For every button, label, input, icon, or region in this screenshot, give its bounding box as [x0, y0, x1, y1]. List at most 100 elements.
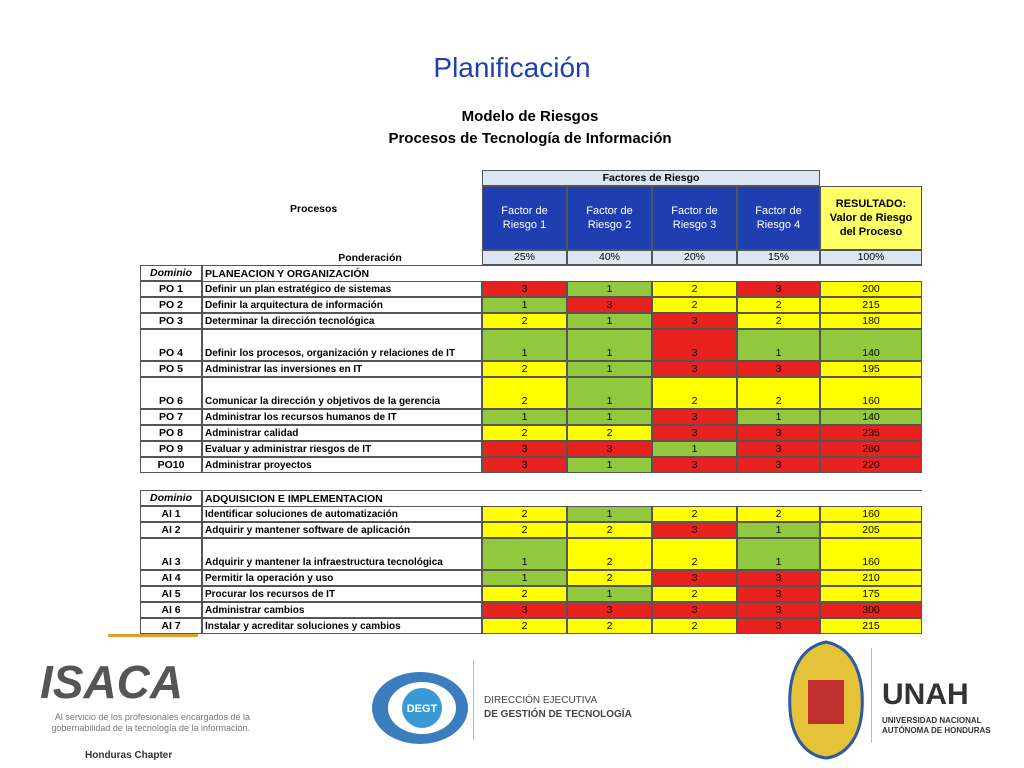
process-code: PO 2	[140, 297, 202, 313]
factor-value: 3	[737, 425, 820, 441]
factor-value: 3	[652, 570, 737, 586]
factor-value: 3	[652, 522, 737, 538]
process-code: AI 5	[140, 586, 202, 602]
process-code: PO 8	[140, 425, 202, 441]
process-name: Comunicar la dirección y objetivos de la…	[202, 377, 482, 409]
factor-value: 2	[482, 586, 567, 602]
isaca-logo: ISACA	[40, 656, 184, 708]
divider	[871, 648, 872, 743]
result-value: 215	[820, 297, 922, 313]
factor-value: 1	[482, 329, 567, 361]
factor-value: 2	[482, 313, 567, 329]
process-header: Procesos	[290, 203, 338, 215]
process-name: Administrar las inversiones en IT	[202, 361, 482, 377]
domain-label: Dominio	[140, 490, 202, 506]
result-value: 140	[820, 329, 922, 361]
degt-core	[402, 688, 442, 728]
factor-value: 2	[567, 522, 652, 538]
process-code: PO 9	[140, 441, 202, 457]
result-value: 300	[820, 602, 922, 618]
factor-value: 2	[737, 313, 820, 329]
factor-value: 2	[482, 377, 567, 409]
shield-center	[808, 680, 844, 724]
process-name: Definir un plan estratégico de sistemas	[202, 281, 482, 297]
factor-value: 3	[737, 586, 820, 602]
process-code: PO 4	[140, 329, 202, 361]
weight: 25%	[482, 250, 567, 265]
unah-line1: UNIVERSIDAD NACIONAL	[882, 716, 982, 725]
process-code: PO 6	[140, 377, 202, 409]
factor-value: 3	[482, 602, 567, 618]
degt-line1: DIRECCIÓN EJECUTIVA	[484, 695, 598, 706]
factor-value: 3	[737, 618, 820, 634]
factor-value: 3	[652, 361, 737, 377]
domain-label: Dominio	[140, 265, 202, 281]
factor-value: 2	[567, 570, 652, 586]
factor-header: Factor de Riesgo 2	[567, 186, 652, 250]
process-name: Identificar soluciones de automatización	[202, 506, 482, 522]
factor-value: 1	[567, 586, 652, 602]
factor-value: 2	[737, 377, 820, 409]
process-name: Adquirir y mantener la infraestructura t…	[202, 538, 482, 570]
factor-value: 1	[567, 409, 652, 425]
factor-value: 2	[652, 377, 737, 409]
process-code: AI 2	[140, 522, 202, 538]
factor-value: 2	[652, 618, 737, 634]
process-code: AI 1	[140, 506, 202, 522]
result-value: 200	[820, 281, 922, 297]
result-value: 205	[820, 522, 922, 538]
degt-line2: DE GESTIÓN DE TECNOLOGÍA	[484, 709, 632, 720]
process-name: Administrar proyectos	[202, 457, 482, 473]
slide-title: Planificación	[433, 52, 591, 83]
factor-value: 3	[567, 297, 652, 313]
factor-value: 1	[737, 329, 820, 361]
factor-value: 2	[482, 425, 567, 441]
factor-value: 3	[652, 457, 737, 473]
result-value: 160	[820, 538, 922, 570]
process-name: Procurar los recursos de IT	[202, 586, 482, 602]
process-name: Adquirir y mantener software de aplicaci…	[202, 522, 482, 538]
factor-value: 2	[652, 297, 737, 313]
result-value: 160	[820, 506, 922, 522]
factor-header: Factor de Riesgo 4	[737, 186, 820, 250]
result-value: 160	[820, 377, 922, 409]
factor-value: 2	[652, 506, 737, 522]
factor-value: 3	[652, 425, 737, 441]
factor-value: 3	[737, 570, 820, 586]
factor-value: 2	[567, 425, 652, 441]
factor-value: 1	[567, 281, 652, 297]
result-value: 180	[820, 313, 922, 329]
factor-value: 2	[482, 361, 567, 377]
process-name: Administrar calidad	[202, 425, 482, 441]
factor-header: Factor de Riesgo 1	[482, 186, 567, 250]
weight: 20%	[652, 250, 737, 265]
result-value: 195	[820, 361, 922, 377]
process-name: Administrar cambios	[202, 602, 482, 618]
result-value: 210	[820, 570, 922, 586]
factor-value: 3	[737, 361, 820, 377]
degt-text: DEGT	[407, 703, 438, 715]
factor-value: 1	[567, 457, 652, 473]
process-name: Definir la arquitectura de información	[202, 297, 482, 313]
unah-logo: UNAH	[882, 678, 969, 711]
process-name: Administrar los recursos humanos de IT	[202, 409, 482, 425]
process-code: AI 3	[140, 538, 202, 570]
factor-value: 1	[737, 522, 820, 538]
weight: 100%	[820, 250, 922, 265]
factor-value: 3	[737, 457, 820, 473]
factor-value: 3	[567, 441, 652, 457]
process-code: PO 7	[140, 409, 202, 425]
isaca-chapter: Honduras Chapter	[85, 750, 173, 761]
factor-value: 3	[652, 329, 737, 361]
factor-value: 1	[567, 377, 652, 409]
factor-value: 2	[652, 281, 737, 297]
factor-value: 3	[652, 602, 737, 618]
result-header: RESULTADO: Valor de Riesgo del Proceso	[820, 186, 922, 250]
factor-value: 2	[652, 586, 737, 602]
factor-value: 2	[567, 618, 652, 634]
process-code: PO 1	[140, 281, 202, 297]
factor-value: 1	[567, 313, 652, 329]
process-name: Determinar la dirección tecnológica	[202, 313, 482, 329]
weight: 40%	[567, 250, 652, 265]
